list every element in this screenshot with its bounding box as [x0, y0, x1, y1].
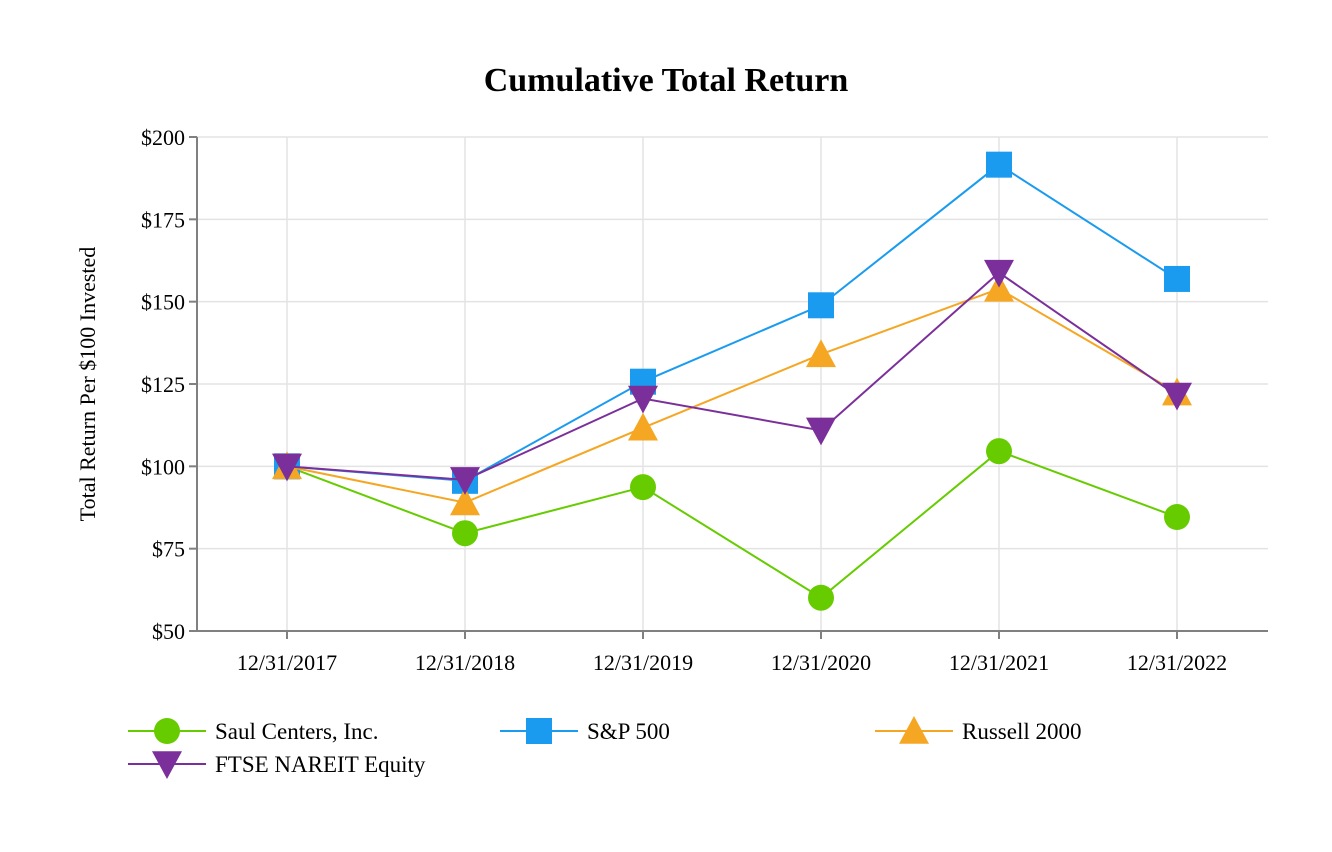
x-tick-label: 12/31/2021: [949, 650, 1049, 675]
data-point: [630, 474, 656, 501]
y-tick-label: $125: [141, 372, 185, 397]
y-tick-label: $150: [141, 290, 185, 315]
grid-layer: [197, 136, 1268, 631]
data-point: [986, 438, 1012, 465]
legend-item: Saul Centers, Inc.: [128, 718, 379, 744]
legend-marker: [526, 718, 552, 744]
data-point: [628, 412, 658, 441]
y-tick-label: $175: [141, 207, 185, 232]
data-point: [452, 520, 478, 547]
data-point: [808, 584, 834, 611]
data-point: [1164, 265, 1190, 292]
data-point: [806, 417, 836, 446]
legend-item: FTSE NAREIT Equity: [128, 751, 426, 779]
legend-marker: [152, 751, 182, 779]
series-3: [272, 259, 1192, 495]
legend-marker: [154, 718, 180, 744]
series-line: [286, 450, 1178, 599]
x-tick-label: 12/31/2022: [1127, 650, 1227, 675]
y-tick-label: $100: [141, 454, 185, 479]
series-line: [286, 163, 1178, 482]
data-point: [984, 273, 1014, 302]
data-point: [806, 339, 836, 368]
legend-label: Saul Centers, Inc.: [215, 719, 379, 744]
series-layer: [272, 151, 1192, 611]
y-tick-label: $75: [152, 537, 185, 562]
legend-label: Russell 2000: [962, 719, 1081, 744]
series-line: [286, 287, 1178, 504]
legend-label: FTSE NAREIT Equity: [215, 752, 426, 777]
x-tick-label: 12/31/2020: [771, 650, 871, 675]
legend-item: Russell 2000: [875, 716, 1081, 744]
data-point: [808, 292, 834, 319]
axis-layer: $50 $75 $100 $125 $150 $175 $200 12/31/2017 12/3…: [141, 125, 1268, 675]
data-point: [450, 467, 480, 495]
legend: Saul Centers, Inc. S&P 500 Russell 2000 FTS…: [128, 716, 1081, 779]
legend-marker: [899, 716, 929, 744]
x-tick-label: 12/31/2017: [237, 650, 337, 675]
data-point: [986, 151, 1012, 178]
series-0: [274, 438, 1190, 611]
y-axis-label: Total Return Per $100 Invested: [75, 247, 100, 522]
data-point: [984, 259, 1014, 288]
data-point: [450, 487, 480, 516]
series-line: [286, 271, 1178, 481]
legend-label: S&P 500: [587, 719, 670, 744]
y-tick-label: $200: [141, 125, 185, 150]
y-tick-label: $50: [152, 619, 185, 644]
chart-title: Cumulative Total Return: [484, 62, 849, 99]
series-1: [274, 151, 1190, 494]
data-point: [272, 453, 302, 482]
data-point: [628, 385, 658, 414]
data-point: [1162, 382, 1192, 411]
data-point: [1164, 504, 1190, 531]
x-tick-label: 12/31/2019: [593, 650, 693, 675]
x-tick-label: 12/31/2018: [415, 650, 515, 675]
legend-item: S&P 500: [500, 718, 670, 744]
